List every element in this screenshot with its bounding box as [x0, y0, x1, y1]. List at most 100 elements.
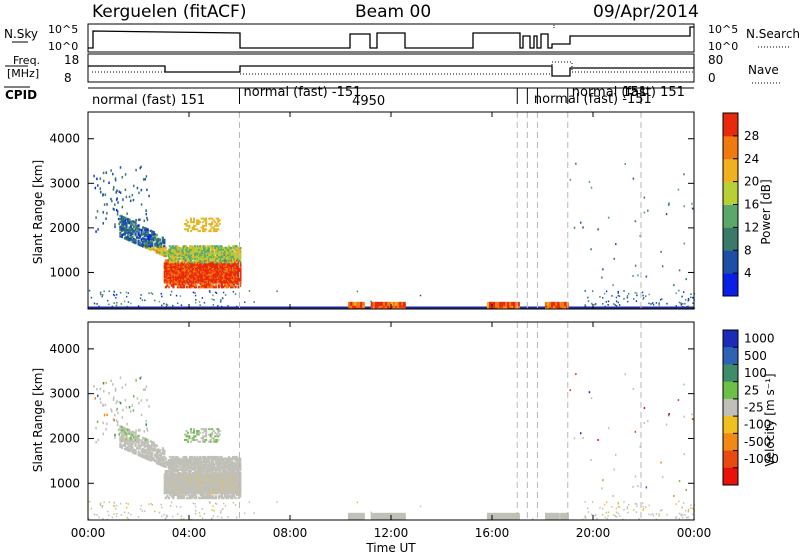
- power-data-cell: [188, 225, 190, 227]
- power-data-cell: [648, 303, 649, 305]
- power-data-cell: [175, 256, 177, 258]
- power-data-cell: [585, 304, 586, 306]
- power-data-cell: [589, 181, 591, 183]
- power-data-cell: [134, 221, 136, 224]
- cpid-segment-label: normal (fast) -151: [244, 85, 362, 100]
- power-data-cell: [154, 236, 156, 239]
- power-data-cell: [223, 292, 224, 294]
- power-data-cell: [102, 294, 103, 296]
- power-data-cell: [616, 301, 617, 303]
- power-data-cell: [216, 223, 218, 225]
- power-data-cell: [186, 247, 188, 249]
- velocity-data-cell: [153, 457, 155, 460]
- power-data-cell: [618, 295, 619, 297]
- power-data-cell: [635, 265, 637, 267]
- power-data-cell: [642, 298, 643, 300]
- power-data-cell: [624, 163, 626, 165]
- power-data-cell: [612, 284, 614, 286]
- power-data-cell: [176, 254, 178, 256]
- power-data-cell: [217, 305, 218, 307]
- nave-label: Nave: [748, 63, 779, 77]
- power-data-cell: [106, 212, 108, 215]
- power-data-cell: [244, 301, 245, 303]
- power-data-cell: [676, 305, 677, 307]
- power-data-cell: [227, 249, 229, 251]
- power-data-cell: [202, 256, 204, 258]
- power-data-cell: [95, 230, 97, 233]
- power-data-cell: [204, 254, 206, 256]
- freq-tick-high: 18: [64, 53, 79, 67]
- nsky-tick-low: 10^0: [48, 40, 78, 53]
- power-data-cell: [234, 252, 236, 254]
- power-data-cell: [145, 213, 147, 216]
- power-data-cell: [154, 300, 155, 302]
- power-data-cell: [636, 300, 637, 302]
- power-data-cell: [204, 256, 206, 258]
- power-data-cell: [95, 187, 97, 190]
- power-data-cell: [653, 304, 654, 306]
- power-data-cell: [601, 277, 603, 279]
- power-data-cell: [209, 260, 211, 262]
- power-data-cell: [193, 218, 195, 220]
- power-data-cell: [212, 260, 214, 262]
- power-data-cell: [108, 182, 110, 185]
- power-data-cell: [125, 188, 127, 191]
- power-data-cell: [220, 299, 221, 301]
- power-data-cell: [184, 251, 186, 253]
- power-data-cell: [114, 291, 115, 293]
- power-data-cell: [656, 302, 657, 304]
- power-data-cell: [145, 209, 147, 212]
- power-ylabel: Slant Range [km]: [31, 160, 45, 264]
- power-data-cell: [129, 229, 131, 232]
- power-data-cell: [183, 258, 185, 260]
- power-data-cell: [174, 254, 176, 256]
- power-data-cell: [159, 301, 160, 303]
- nsearch-label: N.Search: [746, 27, 800, 41]
- power-data-cell: [131, 223, 133, 226]
- power-data-cell: [645, 295, 646, 297]
- power-data-cell: [210, 230, 212, 232]
- power-data-cell: [130, 200, 132, 203]
- power-data-cell: [113, 302, 114, 304]
- power-data-cell: [163, 303, 164, 305]
- power-data-cell: [205, 228, 207, 230]
- power-data-cell: [103, 180, 105, 183]
- power-data-cell: [180, 258, 182, 260]
- power-data-cell: [202, 227, 204, 229]
- power-data-cell: [148, 195, 150, 198]
- power-data-cell: [139, 218, 141, 221]
- power-data-cell: [216, 261, 218, 263]
- power-data-cell: [103, 172, 105, 175]
- power-data-cell: [176, 295, 177, 297]
- power-data-cell: [116, 198, 118, 201]
- power-data-cell: [102, 194, 104, 197]
- y-tick-label: 2000: [49, 221, 80, 235]
- power-data-cell: [196, 228, 198, 230]
- power-data-cell: [231, 249, 233, 251]
- power-data-cell: [103, 291, 104, 293]
- power-data-cell: [102, 222, 104, 225]
- power-data-cell: [227, 258, 229, 260]
- velocity-data-cell: [195, 495, 197, 498]
- power-data-cell: [126, 212, 128, 215]
- power-data-cell: [148, 292, 149, 294]
- nsky-strip: N.Sky 10^5 10^0 10^5 10^0 N.Search: [4, 23, 800, 53]
- velocity-data-cell: [131, 434, 133, 437]
- power-data-cell: [647, 210, 649, 212]
- power-data-cell: [203, 247, 205, 249]
- power-data-cell: [117, 201, 119, 204]
- power-data-cell: [211, 218, 213, 220]
- power-data-cell: [113, 186, 115, 189]
- date-title: 09/Apr/2014: [593, 2, 699, 22]
- power-data-cell: [658, 304, 659, 306]
- cpid-segment-label: 151: [622, 85, 647, 100]
- power-data-cell: [234, 247, 236, 249]
- power-data-cell: [175, 252, 177, 254]
- power-data-cell: [608, 301, 609, 303]
- power-data-cell: [679, 269, 681, 271]
- power-data-cell: [167, 304, 168, 306]
- power-data-cell: [216, 292, 217, 294]
- power-data-cell: [118, 191, 120, 194]
